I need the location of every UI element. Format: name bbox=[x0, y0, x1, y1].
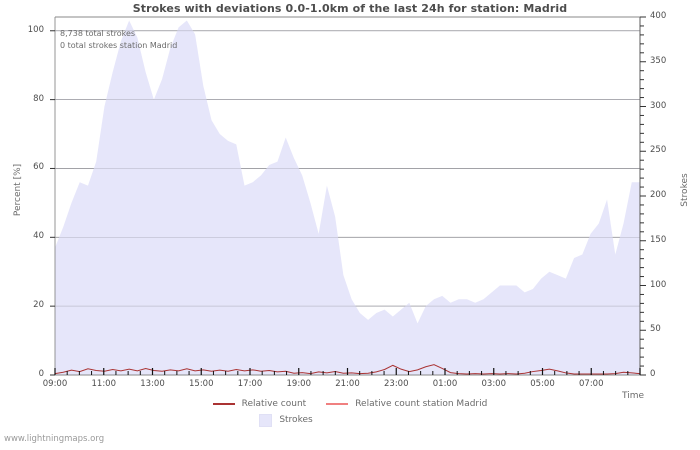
y-axis-left-tick-label: 40 bbox=[33, 231, 44, 242]
x-axis-tick-label: 15:00 bbox=[189, 379, 214, 389]
legend-item-strokes[interactable]: Strokes bbox=[259, 413, 313, 427]
legend-row-secondary: Strokes bbox=[0, 412, 700, 428]
x-axis-tick-label: 13:00 bbox=[140, 379, 165, 389]
chart-legend: Relative count Relative count station Ma… bbox=[0, 396, 700, 428]
x-axis-tick-label: 19:00 bbox=[286, 379, 312, 389]
y-axis-right-tick-label: 250 bbox=[650, 145, 667, 156]
x-axis-tick-label: 05:00 bbox=[530, 379, 555, 389]
chart-title: Strokes with deviations 0.0-1.0km of the… bbox=[132, 2, 568, 15]
y-axis-right-tick-label: 100 bbox=[650, 279, 667, 290]
y-axis-right-tick-label: 50 bbox=[650, 324, 661, 335]
x-axis-tick-label: 11:00 bbox=[91, 379, 117, 389]
y-axis-right-tick-label: 150 bbox=[650, 234, 667, 245]
annotation-total-strokes: 8,738 total strokes bbox=[60, 29, 136, 38]
y-axis-left-tick-label: 0 bbox=[38, 369, 44, 379]
area-series-strokes bbox=[55, 20, 640, 375]
y-axis-right-tick-label: 350 bbox=[650, 55, 667, 66]
y-axis-right-tick-label: 200 bbox=[650, 190, 667, 200]
legend-item-relative-count-station[interactable]: Relative count station Madrid bbox=[326, 399, 487, 409]
y-axis-right-tick-label: 0 bbox=[650, 369, 656, 379]
legend-label-relative-count-station: Relative count station Madrid bbox=[355, 399, 488, 409]
x-axis-label: Time bbox=[622, 391, 645, 401]
y-axis-right-tick-label: 400 bbox=[650, 11, 667, 21]
legend-line-icon-relative-count-station bbox=[326, 403, 349, 405]
x-axis-tick-label: 09:00 bbox=[42, 379, 68, 389]
legend-item-relative-count[interactable]: Relative count bbox=[212, 399, 307, 409]
x-axis-tick-label: 03:00 bbox=[481, 379, 507, 389]
y-axis-left-tick-label: 20 bbox=[33, 300, 44, 311]
x-axis-tick-label: 07:00 bbox=[579, 379, 604, 389]
y-axis-right-tick-label: 300 bbox=[650, 100, 667, 111]
x-axis-tick-label: 01:00 bbox=[432, 379, 458, 389]
y-axis-left-tick-label: 80 bbox=[33, 93, 44, 104]
x-axis-tick-label: 17:00 bbox=[237, 379, 263, 389]
y-axis-left-tick-label: 100 bbox=[27, 24, 44, 35]
x-axis-tick-label: 23:00 bbox=[384, 379, 409, 389]
legend-label-strokes: Strokes bbox=[279, 415, 313, 425]
y-axis-left-tick-label: 60 bbox=[33, 162, 44, 173]
legend-area-icon-strokes bbox=[259, 413, 273, 427]
x-axis-tick-label: 21:00 bbox=[335, 379, 360, 389]
annotation-station-strokes: 0 total strokes station Madrid bbox=[60, 41, 178, 50]
legend-row-primary: Relative count Relative count station Ma… bbox=[0, 396, 700, 412]
legend-label-relative-count: Relative count bbox=[241, 399, 307, 409]
legend-line-icon-relative-count bbox=[212, 403, 235, 405]
footer-watermark: www.lightningmaps.org bbox=[4, 434, 105, 444]
